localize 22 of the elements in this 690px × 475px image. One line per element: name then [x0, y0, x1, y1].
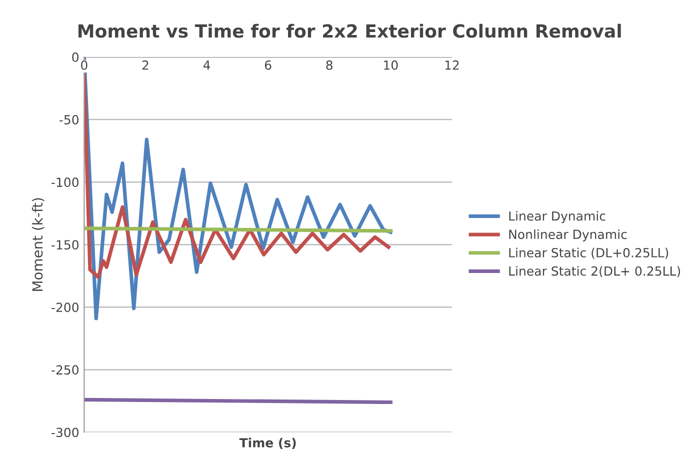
y-tick-label: -150	[52, 240, 78, 250]
x-tick-label: 12	[445, 60, 459, 70]
y-tick-label: -100	[52, 178, 78, 188]
line-series	[84, 74, 390, 279]
x-axis-title: Time (s)	[239, 438, 296, 449]
y-tick-label: -200	[52, 302, 78, 312]
x-tick-label: 8	[326, 60, 332, 70]
legend-label: Linear Static (DL+0.25LL)	[509, 248, 668, 259]
legend-label: Linear Dynamic	[509, 211, 606, 224]
chart-title: Moment vs Time for for 2x2 Exterior Column Removal	[78, 24, 621, 38]
y-axis-title: Moment (k-ft)	[32, 198, 44, 291]
y-tick-label: -50	[60, 115, 78, 124]
y-tick-label: -300	[52, 428, 78, 438]
x-tick-label: 6	[264, 60, 272, 70]
legend-label: Nonlinear Dynamic	[509, 229, 627, 242]
legend-label: Linear Static 2(DL+ 0.25LL)	[509, 266, 680, 278]
x-tick-label: 10	[384, 60, 398, 70]
y-tick-label: 0	[72, 52, 78, 62]
x-tick-label: 0	[81, 60, 88, 70]
x-tick-label: 2	[142, 60, 148, 70]
x-tick-label: 4	[203, 60, 210, 70]
y-tick-label: -250	[52, 365, 78, 375]
